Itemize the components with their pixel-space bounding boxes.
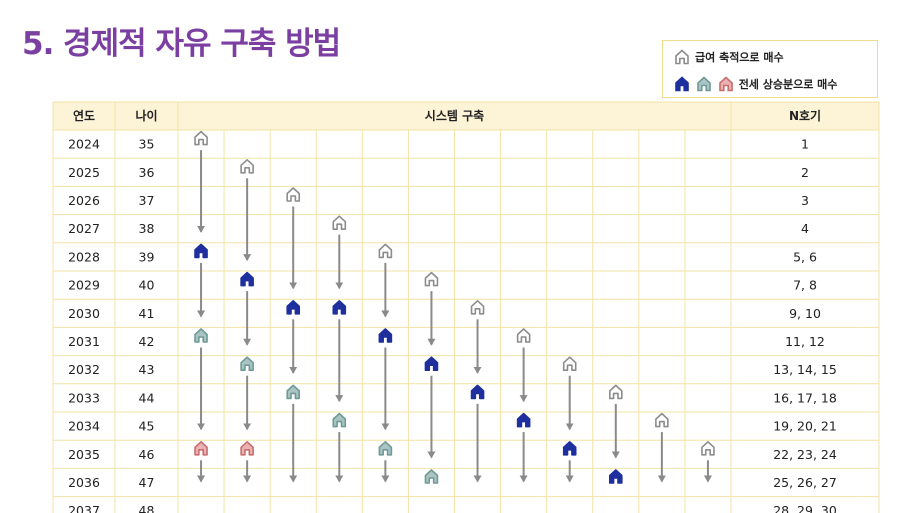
cell-n: 19, 20, 21 [773, 419, 837, 434]
cell-n: 5, 6 [793, 249, 817, 264]
header-year: 연도 [73, 108, 95, 123]
table-header-bg [53, 102, 879, 130]
cell-n: 7, 8 [793, 278, 817, 293]
cell-year: 2030 [68, 306, 100, 321]
house-salary-icon [240, 159, 254, 174]
cell-n: 13, 14, 15 [773, 362, 837, 377]
cell-age: 40 [139, 278, 155, 293]
cell-n: 9, 10 [789, 306, 821, 321]
house-salary-icon [701, 441, 715, 456]
cell-age: 44 [139, 390, 155, 405]
house-blue-icon [608, 469, 623, 484]
house-pink-icon [718, 76, 733, 92]
cell-n: 16, 17, 18 [773, 390, 837, 405]
cell-year: 2033 [68, 390, 100, 405]
cell-n: 28, 29, 30 [773, 503, 837, 513]
house-pink-icon [240, 441, 254, 456]
house-salary-icon [332, 215, 347, 230]
legend-salary-row: 급여 축적으로 매수 [675, 49, 784, 65]
cell-year: 2034 [68, 419, 100, 434]
cell-age: 47 [139, 475, 155, 490]
house-teal-icon [424, 469, 439, 484]
cell-n: 2 [801, 165, 809, 180]
cell-year: 2028 [68, 249, 100, 264]
house-teal-icon [194, 328, 208, 343]
cell-age: 43 [139, 362, 155, 377]
header-system: 시스템 구축 [425, 108, 484, 123]
house-teal-icon [332, 412, 347, 428]
cell-age: 46 [139, 447, 155, 462]
house-salary-icon [286, 187, 301, 202]
house-salary-icon [470, 300, 485, 315]
cell-n: 22, 23, 24 [773, 447, 837, 462]
header-n: N호기 [789, 108, 821, 123]
cell-year: 2025 [68, 165, 100, 180]
cell-year: 2036 [68, 475, 100, 490]
cell-age: 41 [139, 306, 155, 321]
legend-jeonse-label: 전세 상승분으로 매수 [738, 78, 838, 91]
house-teal-icon [240, 356, 254, 371]
cell-age: 37 [139, 193, 155, 208]
cell-age: 42 [139, 334, 155, 349]
cell-age: 39 [139, 249, 155, 264]
cell-year: 2037 [68, 503, 100, 513]
house-teal-icon [697, 76, 711, 92]
house-blue-icon [516, 412, 531, 428]
cell-n: 1 [801, 137, 809, 152]
cell-year: 2027 [68, 221, 100, 236]
house-salary-icon [516, 328, 531, 343]
cell-age: 45 [139, 419, 155, 434]
cell-year: 2031 [68, 334, 100, 349]
house-salary-icon [608, 384, 623, 400]
cell-year: 2029 [68, 278, 100, 293]
house-salary-icon [655, 412, 669, 428]
cell-n: 11, 12 [785, 334, 825, 349]
cell-age: 35 [139, 137, 155, 152]
page-title: 5. 경제적 자유 구축 방법 [22, 26, 341, 62]
cell-year: 2026 [68, 193, 100, 208]
header-age: 나이 [135, 108, 157, 123]
house-blue-icon [240, 271, 254, 287]
cell-age: 48 [139, 503, 155, 513]
house-blue-icon [286, 300, 301, 315]
cell-n: 3 [801, 193, 809, 208]
house-blue-icon [194, 243, 208, 259]
house-salary-icon [424, 271, 439, 287]
cell-year: 2032 [68, 362, 100, 377]
legend-jeonse-row: 전세 상승분으로 매수 [675, 76, 837, 92]
legend: 급여 축적으로 매수 전세 상승분으로 매수 [662, 40, 878, 98]
house-pink-icon [194, 441, 208, 456]
house-teal-icon [378, 441, 393, 456]
house-blue-icon [470, 384, 485, 400]
cell-age: 36 [139, 165, 155, 180]
house-salary-icon [194, 130, 208, 146]
house-blue-icon [562, 441, 577, 456]
legend-salary-label: 급여 축적으로 매수 [695, 51, 784, 64]
cell-n: 4 [801, 221, 809, 236]
house-blue-icon [424, 356, 439, 371]
house-blue-icon [332, 300, 347, 315]
house-icon [675, 49, 689, 65]
house-blue-icon [675, 76, 689, 92]
house-blue-icon [378, 328, 393, 343]
cell-year: 2024 [68, 137, 100, 152]
cell-age: 38 [139, 221, 155, 236]
cell-n: 25, 26, 27 [773, 475, 837, 490]
cell-year: 2035 [68, 447, 100, 462]
house-teal-icon [286, 384, 301, 400]
house-salary-icon [378, 243, 393, 259]
house-salary-icon [562, 356, 577, 371]
